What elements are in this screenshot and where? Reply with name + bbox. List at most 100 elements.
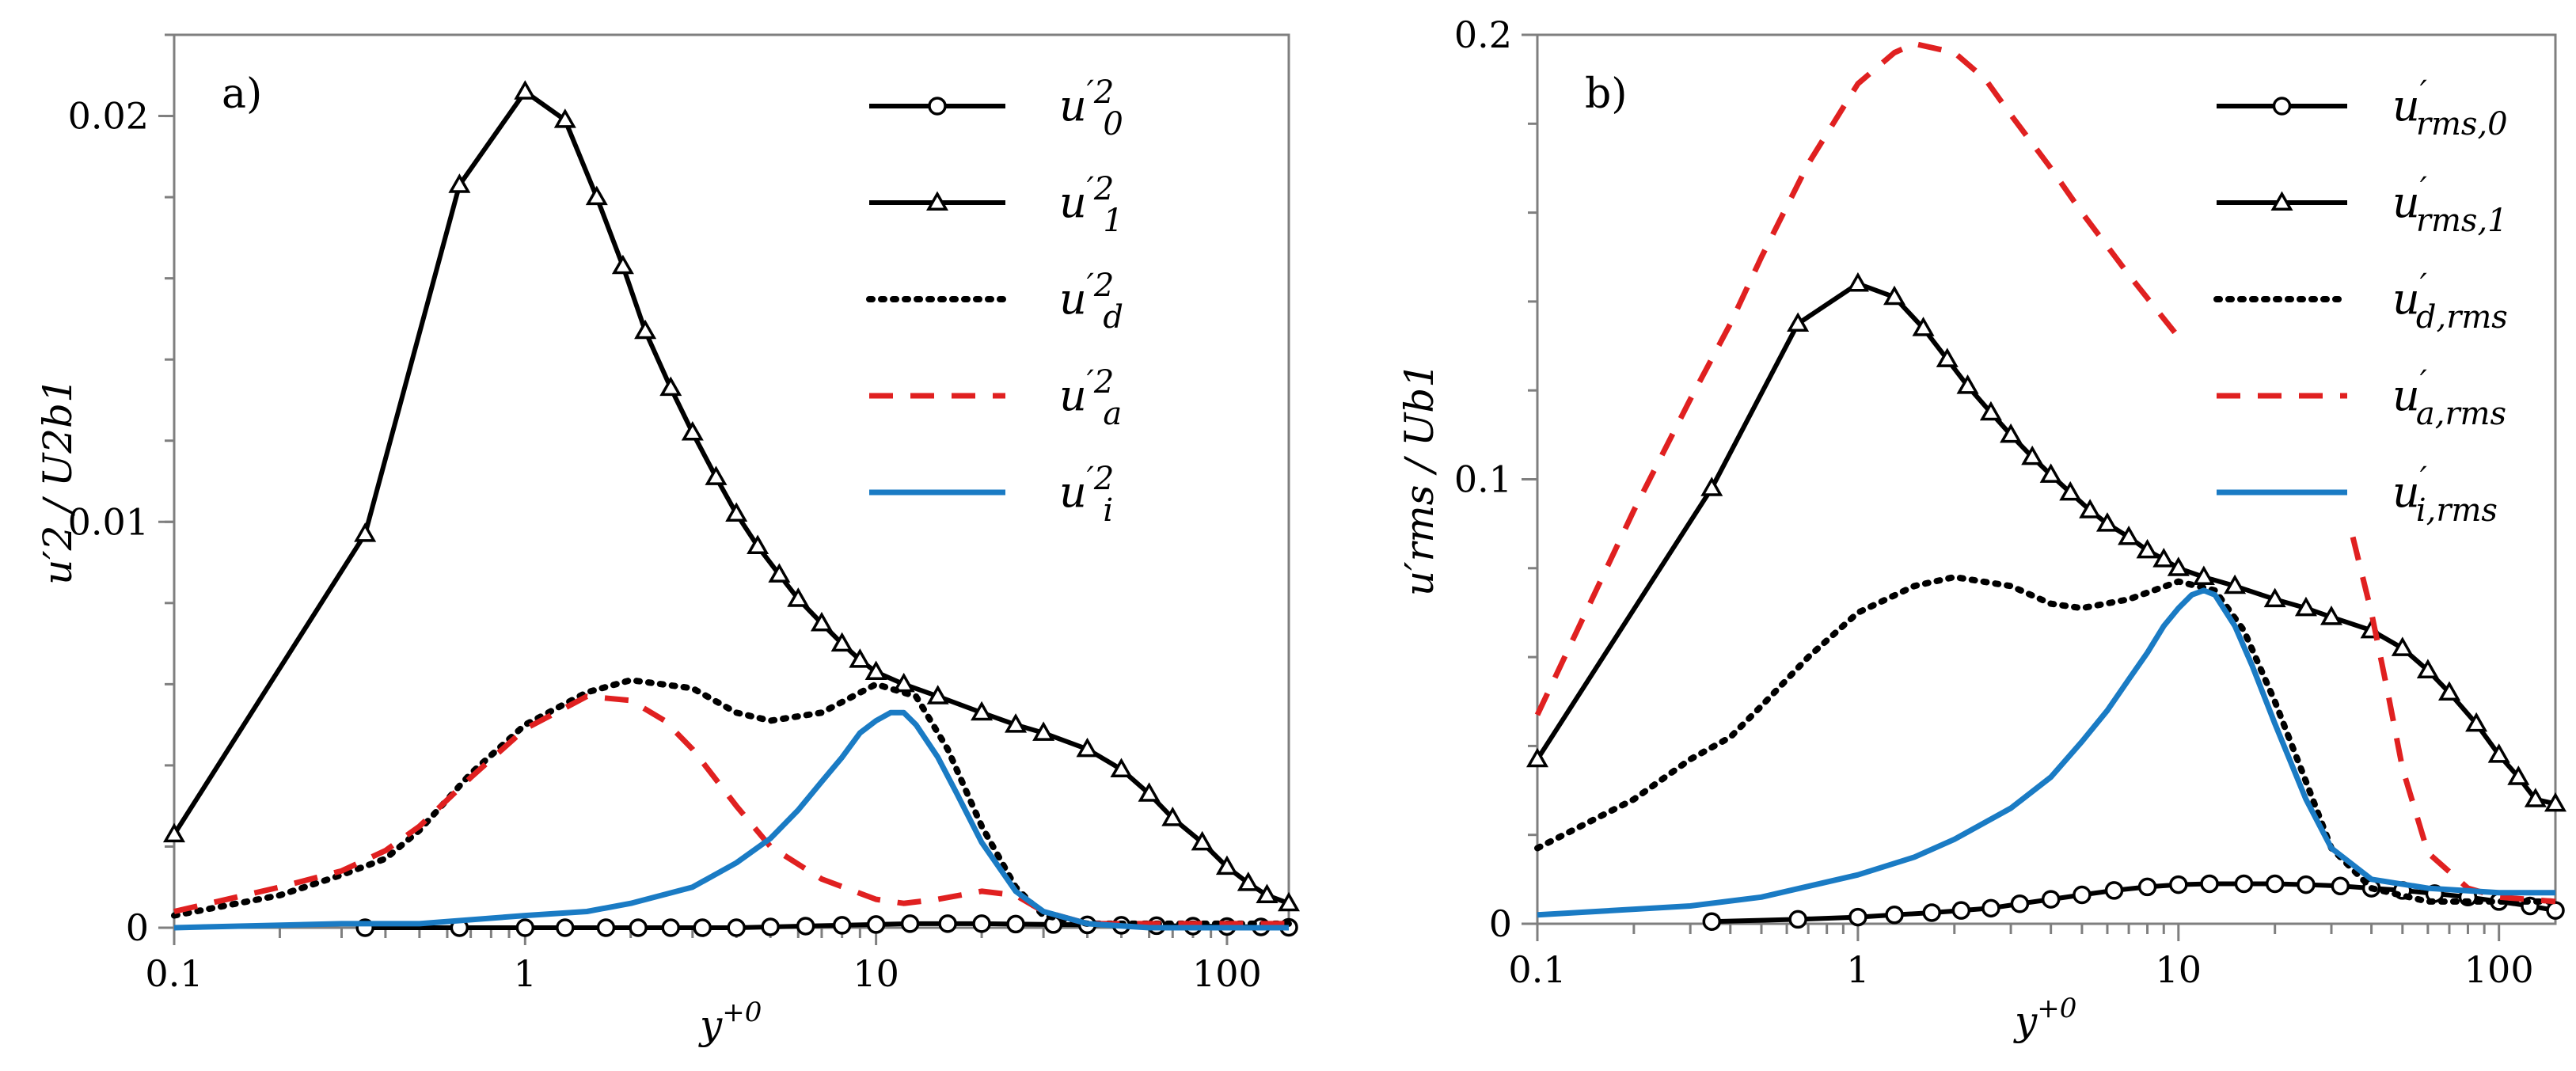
data-point [2320,606,2343,625]
series-line [1534,40,2556,905]
data-point [1191,830,1214,851]
series-line [173,709,1289,931]
legend-entry: u′ d,rms [2213,268,2508,336]
data-point [1922,903,1941,922]
data-point [1110,758,1133,778]
data-point [768,563,791,583]
data-point [596,918,616,937]
data-point [2265,874,2285,894]
x-axis-title-base: y [2013,998,2038,1044]
data-point [810,611,833,632]
legend-label: u′ rms,1 [2392,171,2508,239]
data-point [1979,401,2002,421]
data-point [661,918,681,937]
data-point [611,254,634,275]
data-point [705,465,728,485]
data-point [2169,875,2188,894]
legend-label-sup: ′ [2420,171,2427,207]
legend-entry: u′ rms,0 [2217,74,2508,142]
series-line [173,693,1289,927]
data-point [2095,512,2118,532]
data-point [2041,890,2061,909]
x-tick-label: 0.1 [1508,948,1566,991]
legend-label: u′2 0 [1059,74,1123,142]
legend-label-sub: 0 [1103,106,1123,142]
legend-label-sup: ′ [2420,364,2427,401]
x-axis-title-sup: +0 [2037,993,2076,1024]
y-tick-label: 0 [126,906,149,949]
data-point [585,185,608,206]
data-point [2331,876,2350,896]
legend-label: u′2 1 [1059,171,1123,239]
x-axis-title-base: y [698,1002,723,1048]
x-axis-title: y+0 [2013,993,2076,1044]
data-point [1883,285,1906,306]
legend-label: u′ d,rms [2392,268,2508,336]
data-point [2136,538,2159,559]
data-point [2487,743,2510,763]
legend-entry: u′2 a [869,364,1122,432]
data-point [162,822,186,843]
legend-label-sub: a [1103,396,1122,432]
data-point [1032,721,1055,741]
data-point [1006,914,1025,934]
data-point [2437,681,2460,701]
data-point [1138,782,1161,802]
panel-label: b) [1585,70,1628,118]
series-1 [1525,272,2567,812]
data-point [747,534,769,555]
series-4 [1537,587,2555,918]
y-tick-label: 0.2 [1454,13,1512,56]
legend-label-base: u [2392,370,2420,420]
data-point [1702,912,1722,931]
legend-label-sup: ′2 [1087,364,1115,401]
legend-label-sup: ′2 [1087,74,1115,111]
x-tick-label: 100 [2464,948,2534,991]
legend-label-sub: rms,0 [2416,106,2508,142]
data-point [2039,463,2062,483]
series-1 [162,80,1301,912]
series-3 [173,693,1289,927]
legend-label: u′2 a [1059,364,1122,432]
legend-entry: u′2 d [866,268,1123,336]
y-tick-label: 0.02 [68,95,149,138]
data-point [556,918,575,937]
data-point [2200,874,2219,894]
x-tick-label: 100 [1192,952,1262,995]
legend-label-sup: ′2 [1087,268,1115,304]
data-point [2507,765,2530,785]
legend-marker [2272,97,2292,116]
data-point [1787,312,1810,332]
legend-label-sup: ′2 [1087,461,1115,497]
legend-label-sub: rms,1 [2416,203,2508,239]
legend-label-base: u [1059,81,1087,131]
data-point [866,915,886,934]
y-tick-label: 0 [1489,902,1512,945]
data-point [1161,807,1184,826]
legend-marker [925,191,949,211]
data-point [2465,712,2488,732]
legend-label-sup: ′ [2420,461,2427,497]
legend-label: u′ rms,0 [2392,74,2508,142]
data-point [926,685,949,705]
legend-label-sup: ′2 [1087,171,1115,207]
data-point [796,917,815,936]
legend-marker [928,97,947,116]
data-point [832,916,852,935]
data-point [448,173,471,193]
data-point [2010,894,2030,913]
data-point [900,914,920,933]
legend-label-base: u [1059,467,1087,517]
y-tick-label: 0.1 [1454,458,1512,501]
data-point [1076,737,1099,758]
data-point [2192,565,2215,586]
legend-label-base: u [2392,177,2420,227]
data-point [514,80,537,100]
legend-label-sub: i [1103,492,1113,529]
data-point [1525,747,1549,768]
legend-label: u′2 d [1059,268,1123,336]
legend-entry: u′2 i [869,461,1114,529]
data-point [2104,881,2124,900]
